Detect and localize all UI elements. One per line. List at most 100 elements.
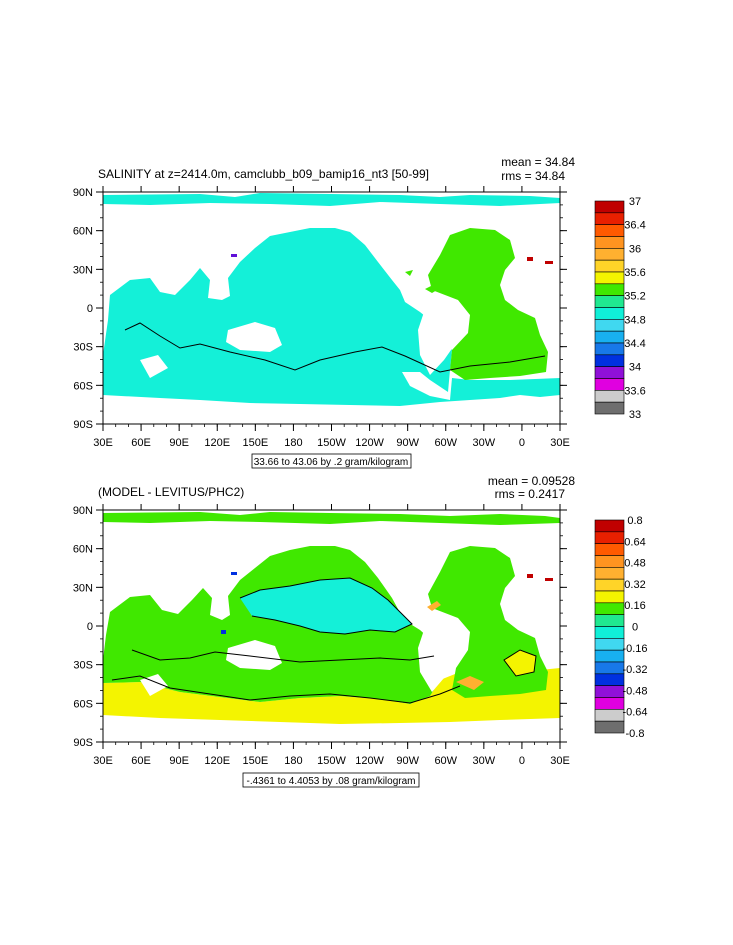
red-speck — [545, 261, 553, 264]
colorbar-swatch — [594, 602, 625, 615]
colorbar-swatch — [594, 236, 625, 249]
panel-1-rms: rms = 34.84 — [501, 169, 565, 183]
x-tick-label: 90E — [169, 437, 189, 449]
x-tick-label: 60W — [434, 437, 457, 449]
x-tick-label: 120W — [355, 755, 384, 767]
colorbar-swatch — [594, 200, 625, 214]
x-tick-label: 30E — [550, 437, 570, 449]
purple-speck — [231, 254, 237, 257]
x-tick-label: 120W — [355, 437, 384, 449]
australia-land — [226, 640, 282, 670]
colorbar-swatch — [594, 248, 625, 261]
colorbar-swatch — [594, 519, 625, 533]
colorbar-label: 35.2 — [624, 291, 645, 303]
contour-line — [503, 649, 537, 677]
y-tick-label: 90N — [73, 505, 93, 517]
colorbar-swatch — [594, 378, 625, 391]
atlantic-yellow-blob — [504, 650, 536, 676]
contour-line — [131, 649, 435, 663]
y-tick-label: 0 — [87, 303, 93, 315]
y-tick-label: 0 — [87, 621, 93, 633]
gulf-patch — [425, 283, 442, 293]
antarctica-land — [103, 406, 560, 412]
mediterranean — [405, 270, 413, 276]
colorbar-swatch — [594, 649, 625, 663]
colorbar-swatch — [594, 567, 625, 580]
y-tick-label: 60N — [73, 226, 93, 238]
panel-2-contour-info: -.4361 to 4.4053 by .08 gram/kilogram — [247, 776, 416, 787]
y-tick-label: 30S — [73, 342, 93, 354]
x-tick-label: 60E — [131, 437, 151, 449]
x-tick-label: 30E — [550, 755, 570, 767]
colorbar-swatch — [594, 697, 625, 710]
antarctica-land — [103, 724, 560, 742]
arctic-ocean — [103, 193, 560, 206]
south-america-land — [418, 300, 462, 375]
panel-1: SALINITY at z=2414.0m, camclubb_b09_bami… — [73, 155, 646, 469]
colorbar-label: 34 — [629, 362, 641, 374]
colorbar-swatch — [594, 661, 625, 675]
colorbar-swatch — [594, 354, 625, 367]
colorbar-swatch — [594, 390, 625, 403]
madagascar-land — [140, 674, 168, 696]
x-tick-label: 180 — [284, 437, 302, 449]
panel-2-contour-box — [242, 772, 420, 788]
gulf-patch — [427, 601, 441, 611]
colorbar-label: -0.16 — [622, 643, 647, 655]
colorbar-swatch — [594, 531, 625, 544]
contour-line — [124, 322, 546, 373]
red-speck — [527, 257, 533, 261]
colorbar-label: -0.32 — [622, 664, 647, 676]
colorbar-swatch — [594, 401, 625, 415]
contour-line — [239, 577, 413, 635]
colorbar-label: 0.8 — [627, 515, 642, 527]
south-america-land — [418, 618, 462, 692]
x-tick-label: 120E — [204, 755, 230, 767]
red-speck — [545, 578, 553, 581]
colorbar-swatch — [594, 224, 625, 237]
colorbar-swatch — [594, 543, 625, 556]
panel-1-axes: 30E 60E 90E 120E 150E 180 150W 120W 90W 60W 30W 0 30… — [73, 186, 570, 449]
x-tick-label: 60W — [434, 755, 457, 767]
x-tick-label: 150W — [317, 437, 346, 449]
panel-1-title: SALINITY at z=2414.0m, camclubb_b09_bami… — [98, 167, 429, 181]
y-tick-label: 30S — [73, 660, 93, 672]
colorbar-swatch — [594, 295, 625, 308]
x-tick-label: 120E — [204, 437, 230, 449]
x-tick-label: 90E — [169, 755, 189, 767]
colorbar-swatch — [594, 685, 625, 698]
arctic-ocean — [103, 512, 560, 525]
y-tick-label: 90S — [73, 737, 93, 749]
colorbar-swatch — [594, 271, 625, 285]
colorbar-swatch — [594, 555, 625, 568]
panel-1-contour-box — [251, 453, 412, 469]
y-tick-label: 30N — [73, 264, 93, 276]
colorbar-swatch — [594, 578, 625, 592]
y-tick-label: 60S — [73, 380, 93, 392]
y-tick-label: 90S — [73, 419, 93, 431]
colorbar-label: 34.8 — [624, 314, 645, 326]
y-tick-label: 90N — [73, 187, 93, 199]
australia-land — [226, 322, 282, 352]
colorbar-label: 36 — [629, 243, 641, 255]
north-pacific-cyan — [240, 578, 412, 634]
colorbar-label: 0.32 — [624, 579, 645, 591]
panel-2: (MODEL - LEVITUS/PHC2) mean = 0.09528 rm… — [73, 474, 648, 788]
x-tick-label: 60E — [131, 755, 151, 767]
colorbar-swatch — [594, 283, 625, 296]
y-tick-label: 60N — [73, 544, 93, 556]
panel-1-map — [103, 193, 560, 412]
contour-line — [111, 675, 461, 704]
colorbar-label: 37 — [629, 196, 641, 208]
x-tick-label: 0 — [519, 437, 525, 449]
colorbar-swatch — [594, 342, 625, 356]
colorbar-label: 35.6 — [624, 267, 645, 279]
panel-1-mean: mean = 34.84 — [501, 155, 575, 169]
colorbar-label: 0 — [632, 622, 638, 634]
colorbar-swatch — [594, 709, 625, 722]
panel-2-rms: rms = 0.2417 — [495, 487, 566, 501]
blue-speck — [231, 572, 237, 575]
colorbar-swatch — [594, 319, 625, 332]
panel-2-colorbar: 0.8 0.64 0.48 0.32 0.16 0 -0.16 -0.32 -0.48 -0.64… — [594, 515, 648, 740]
